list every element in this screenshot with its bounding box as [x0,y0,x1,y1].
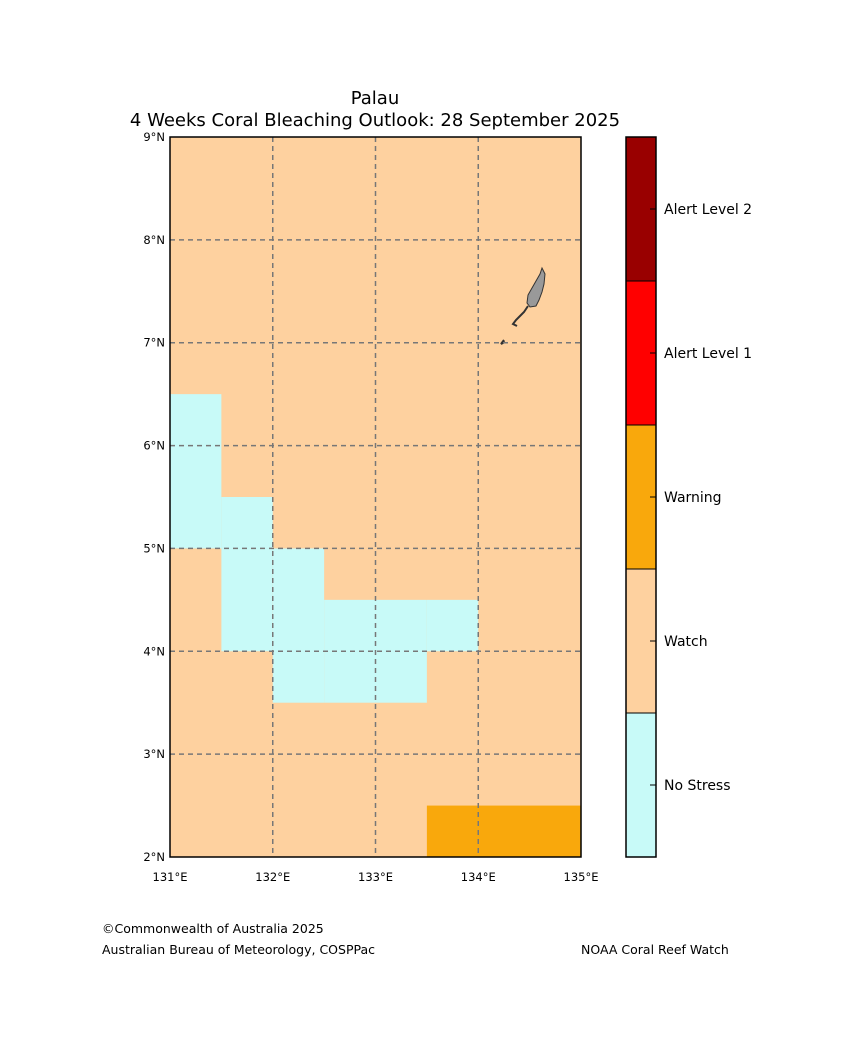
legend-label: Alert Level 2 [664,202,752,218]
latitude-tick-label: 4°N [143,644,165,658]
latitude-tick-label: 3°N [143,747,165,761]
palau-main-island [526,266,546,308]
latitude-tick-label: 8°N [143,233,165,247]
map-title: Palau [350,88,400,109]
copyright-text: ©Commonwealth of Australia 2025 [102,921,324,936]
longitude-tick-label: 131°E [153,870,188,884]
map-frame [169,136,582,858]
noaa-credit: NOAA Coral Reef Watch [581,942,729,957]
bureau-text: Australian Bureau of Meteorology, COSPPa… [102,942,375,957]
legend-label: No Stress [664,778,731,794]
legend-colorbar: Alert Level 2 Alert Level 1 Warning Watch No… [625,136,752,858]
legend-label: Watch [664,634,708,650]
map-subtitle: 4 Weeks Coral Bleaching Outlook: 28 Sept… [129,110,621,131]
legend-frame [625,136,657,858]
no-stress-cell [272,548,325,703]
no-stress-cell [170,394,222,549]
longitude-ticks: 131°E 132°E 133°E 134°E 135°E [153,870,599,884]
latitude-tick-label: 5°N [143,541,165,555]
longitude-tick-label: 133°E [358,870,393,884]
longitude-tick-label: 134°E [461,870,496,884]
no-stress-cell [426,599,479,652]
no-stress-cell [221,497,273,652]
latitude-tick-label: 9°N [143,130,165,144]
longitude-tick-label: 135°E [564,870,599,884]
credits-left: ©Commonwealth of Australia 2025 Australi… [102,918,375,960]
longitude-tick-label: 132°E [255,870,290,884]
latitude-tick-label: 7°N [143,336,165,350]
warning-cell [426,805,581,857]
legend-label: Warning [664,490,722,506]
latitude-tick-label: 2°N [143,850,165,864]
legend-label: Alert Level 1 [664,346,752,362]
gridlines [170,137,581,857]
latitude-ticks: 2°N 3°N 4°N 5°N 6°N 7°N 8°N 9°N [143,130,165,864]
latitude-tick-label: 6°N [143,439,165,453]
